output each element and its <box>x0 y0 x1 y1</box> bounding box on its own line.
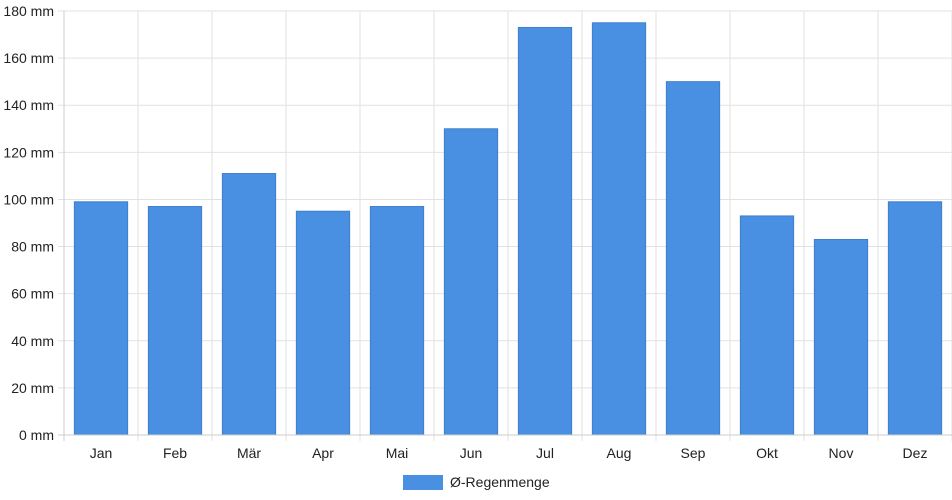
y-axis-tick-labels: 0 mm 20 mm 40 mm 60 mm 80 mm 100 mm 120 mm 140 … <box>3 3 54 443</box>
grid-layer <box>58 10 952 441</box>
bar-jul <box>517 26 573 436</box>
bar-aug <box>591 22 647 436</box>
x-tick-label: Jan <box>90 445 113 461</box>
y-tick-label: 120 mm <box>3 144 54 160</box>
y-tick-label: 100 mm <box>3 191 54 207</box>
x-tick-label: Jul <box>536 445 554 461</box>
x-tick-label: Dez <box>903 445 928 461</box>
y-tick-label: 40 mm <box>11 333 54 349</box>
y-tick-label: 180 mm <box>3 3 54 19</box>
x-axis-tick-labels: Jan Feb Mär Apr Mai Jun Jul Aug Sep Okt Nov Dez <box>90 445 928 461</box>
x-tick-label: Mai <box>386 445 409 461</box>
bar-mär <box>221 173 277 436</box>
x-tick-label: Nov <box>829 445 854 461</box>
legend-swatch <box>403 475 443 490</box>
y-tick-label: 160 mm <box>3 50 54 66</box>
x-tick-label: Feb <box>163 445 187 461</box>
bar-mai <box>369 206 425 436</box>
y-tick-label: 140 mm <box>3 97 54 113</box>
y-tick-label: 80 mm <box>11 239 54 255</box>
x-tick-label: Okt <box>756 445 778 461</box>
y-tick-label: 60 mm <box>11 286 54 302</box>
bar-nov <box>813 238 869 436</box>
bar-feb <box>147 206 203 436</box>
legend-label: Ø-Regenmenge <box>450 474 550 490</box>
y-tick-label: 20 mm <box>11 380 54 396</box>
legend: Ø-Regenmenge <box>403 474 550 490</box>
x-tick-label: Mär <box>237 445 261 461</box>
y-tick-label: 0 mm <box>19 427 54 443</box>
x-tick-label: Aug <box>607 445 632 461</box>
bar-dez <box>887 201 943 436</box>
x-tick-label: Apr <box>312 445 334 461</box>
bar-sep <box>665 81 721 436</box>
bar-layer <box>73 22 943 436</box>
bar-okt <box>739 215 795 436</box>
bar-apr <box>295 210 351 436</box>
x-tick-label: Sep <box>681 445 706 461</box>
x-tick-label: Jun <box>460 445 483 461</box>
bar-jun <box>443 128 499 436</box>
bar-jan <box>73 201 129 436</box>
